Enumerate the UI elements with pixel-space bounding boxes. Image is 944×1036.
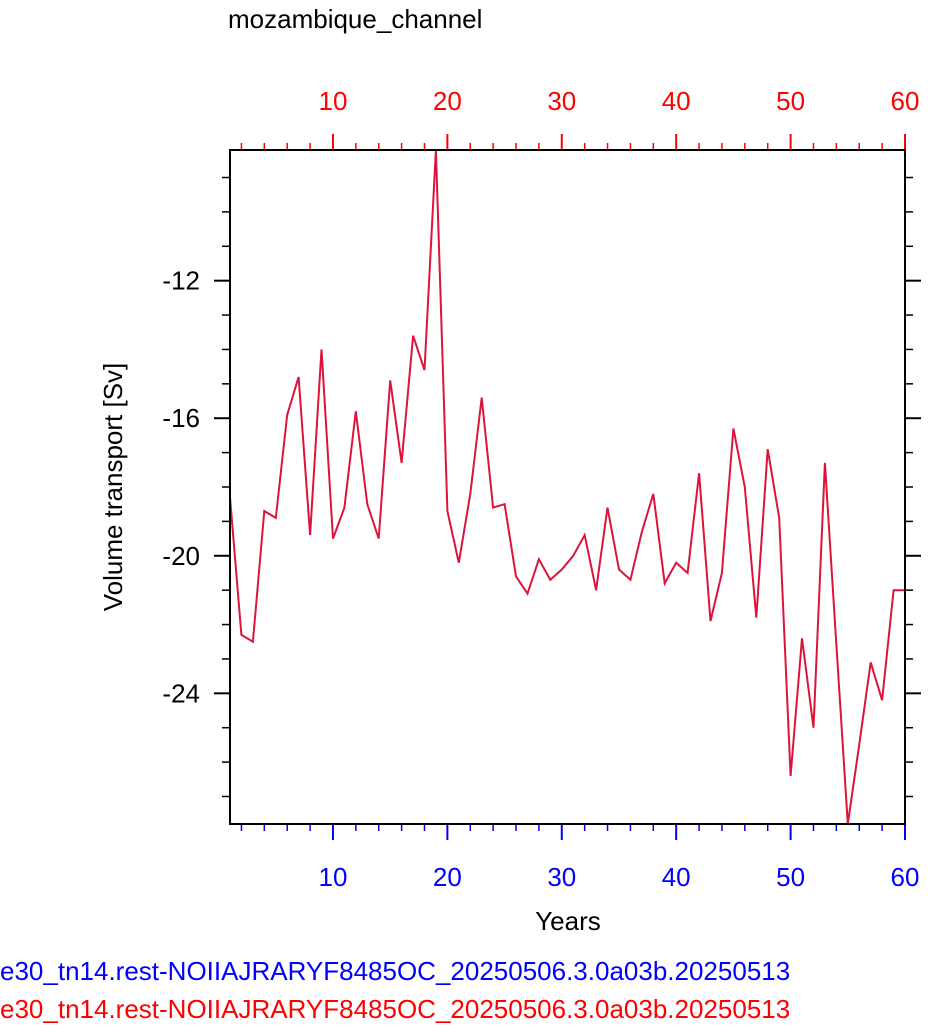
x-tick-label: 20: [433, 862, 462, 892]
top-x-tick-label: 20: [433, 86, 462, 116]
y-tick-label: -20: [162, 541, 200, 571]
top-x-tick-label: 50: [776, 86, 805, 116]
chart-title: mozambique_channel: [228, 4, 482, 34]
bottom-x-axis: 10 20 30 40 50 60: [240, 824, 920, 892]
legend-entry-2: e30_tn14.rest-NOIIAJRARYF8485OC_20250506…: [0, 994, 791, 1024]
top-x-tick-label: 60: [891, 86, 920, 116]
x-tick-label: 50: [776, 862, 805, 892]
top-x-tick-label: 40: [662, 86, 691, 116]
y-tick-label: -24: [162, 678, 200, 708]
x-tick-label: 40: [662, 862, 691, 892]
y-axis-label: Volume transport [Sv]: [98, 363, 128, 612]
left-y-axis: -12 -16 -20 -24: [162, 176, 230, 798]
top-x-axis: 10 20 30 40 50 60: [240, 86, 920, 150]
legend-entry-1: e30_tn14.rest-NOIIAJRARYF8485OC_20250506…: [0, 956, 791, 986]
series-layer: [229, 149, 905, 825]
right-y-axis: [905, 176, 921, 798]
top-x-tick-label: 30: [547, 86, 576, 116]
y-tick-label: -16: [162, 403, 200, 433]
x-tick-label: 30: [547, 862, 576, 892]
x-axis-label: Years: [535, 906, 601, 936]
y-tick-label: -12: [162, 266, 200, 296]
x-tick-label: 60: [891, 862, 920, 892]
series-line: [229, 149, 905, 825]
top-x-tick-label: 10: [319, 86, 348, 116]
x-tick-label: 10: [319, 862, 348, 892]
plot-frame: [229, 149, 906, 825]
